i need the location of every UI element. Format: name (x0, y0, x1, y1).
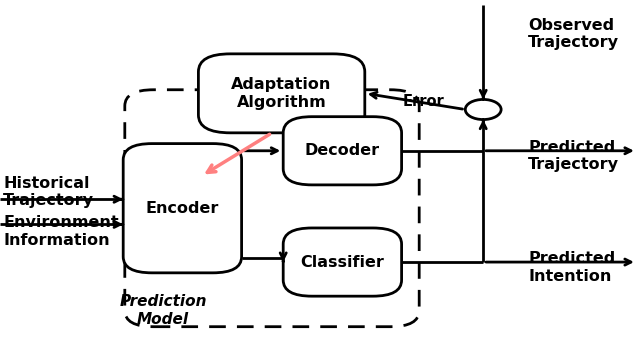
Text: Encoder: Encoder (146, 201, 219, 216)
FancyBboxPatch shape (123, 144, 241, 273)
FancyBboxPatch shape (125, 90, 419, 327)
Text: Historical
Trajectory: Historical Trajectory (3, 176, 94, 208)
FancyBboxPatch shape (283, 117, 402, 185)
Text: Predicted
Trajectory: Predicted Trajectory (528, 140, 619, 172)
Text: Predicted
Intention: Predicted Intention (528, 251, 615, 284)
Text: Error: Error (403, 94, 445, 109)
Text: Decoder: Decoder (305, 143, 380, 158)
Text: Adaptation
Algorithm: Adaptation Algorithm (232, 77, 332, 109)
FancyBboxPatch shape (283, 228, 402, 296)
Text: Classifier: Classifier (300, 255, 385, 270)
Text: Environment
Information: Environment Information (3, 215, 119, 248)
Text: Prediction
Model: Prediction Model (120, 294, 207, 327)
FancyBboxPatch shape (198, 54, 365, 133)
Circle shape (465, 99, 501, 120)
Text: Observed
Trajectory: Observed Trajectory (528, 18, 619, 50)
